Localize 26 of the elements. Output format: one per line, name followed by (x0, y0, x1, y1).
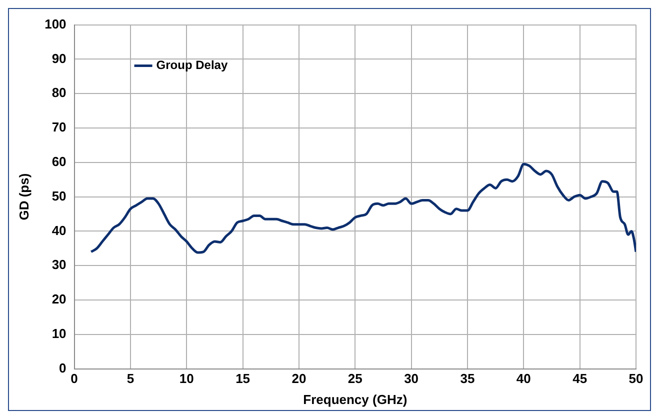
y-tick-label: 50 (52, 188, 66, 204)
y-tick-label: 20 (52, 292, 66, 307)
y-tick-label: 0 (59, 360, 66, 376)
x-tick-label: 40 (516, 371, 531, 386)
y-tick-label: 80 (52, 85, 66, 100)
x-tick-label: 15 (236, 371, 250, 386)
x-tick-label: 45 (572, 371, 588, 386)
x-tick-label: 25 (348, 371, 362, 386)
y-tick-label: 40 (52, 222, 66, 238)
x-tick-label: 5 (126, 371, 134, 386)
y-tick-label: 10 (52, 326, 66, 341)
y-tick-label: 90 (52, 50, 66, 66)
y-tick-label: 60 (52, 154, 66, 169)
y-tick-label: 100 (44, 16, 66, 32)
y-tick-label: 30 (52, 257, 66, 272)
line-series (90, 162, 636, 254)
legend-label: Group Delay (156, 58, 228, 72)
x-tick-label: 20 (292, 371, 306, 386)
x-tick-label: 10 (179, 371, 194, 386)
x-tick-label: 0 (70, 371, 78, 386)
y-axis-title: GD (ps) (16, 173, 32, 220)
y-tick-label: 70 (52, 120, 66, 135)
x-tick-label: 35 (460, 371, 475, 386)
x-tick-label: 30 (404, 371, 419, 386)
x-tick-label: 50 (628, 371, 644, 386)
x-axis-title: Frequency (GHz) (303, 392, 408, 407)
